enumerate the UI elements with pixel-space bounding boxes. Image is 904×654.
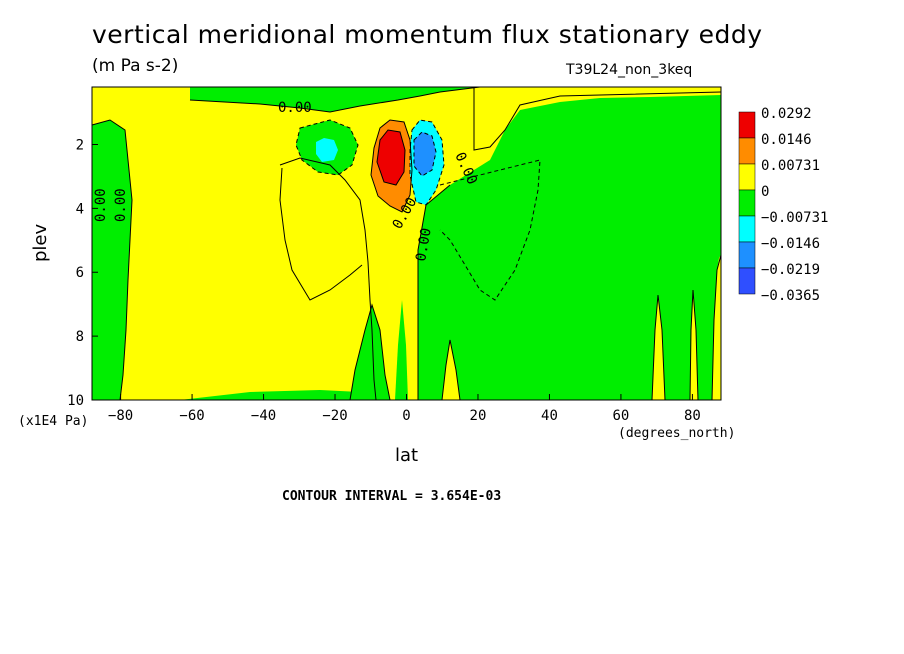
- y-tick-label: 10: [67, 393, 84, 409]
- positive-contour: [279, 167, 363, 301]
- field-region-green: [190, 87, 480, 112]
- legend-label: −0.0219: [761, 262, 820, 278]
- field-region-green: [92, 120, 132, 400]
- legend-swatch: [738, 189, 756, 217]
- color-legend: 0.0292 0.0146 0.00731 0 −0.00731 −0.0146 −0.02…: [738, 106, 828, 304]
- field-region-green: [395, 300, 408, 400]
- legend-swatch: [738, 137, 756, 165]
- positive-contour: [376, 129, 406, 186]
- field-region-yellow: [712, 255, 721, 400]
- legend-label: −0.0146: [761, 236, 820, 252]
- legend-label: 0.00731: [761, 158, 820, 174]
- negative-contour: [413, 131, 437, 177]
- legend-label: 0.0292: [761, 106, 812, 122]
- positive-contour: [189, 86, 481, 113]
- negative-contour: [439, 159, 541, 301]
- legend-label: −0.00731: [761, 210, 828, 226]
- x-axis-label: lat: [395, 445, 419, 466]
- legend-label: 0.0146: [761, 132, 812, 148]
- positive-contour: [473, 87, 722, 151]
- x-tick-label: 0: [402, 408, 410, 424]
- negative-contour: [295, 119, 359, 176]
- positive-contour: [91, 119, 133, 401]
- y-tick-label: 4: [76, 201, 84, 217]
- field-region-red: [377, 130, 405, 185]
- contour-lines: [91, 86, 722, 401]
- legend-swatch: [738, 267, 756, 295]
- contour-field: [92, 87, 721, 400]
- y-tick-label: 8: [76, 329, 84, 345]
- contour-label: 0.00: [113, 188, 129, 222]
- x-tick-label: 80: [684, 408, 701, 424]
- field-region-blue: [414, 132, 436, 176]
- x-tick-label: 40: [541, 408, 558, 424]
- legend-swatch: [738, 163, 756, 191]
- field-region-green: [350, 305, 390, 400]
- positive-contour: [370, 119, 413, 213]
- field-region-green: [418, 95, 721, 400]
- field-region-yellow: [474, 87, 721, 150]
- run-label: T39L24_non_3keq: [566, 62, 693, 78]
- legend-swatch: [738, 241, 756, 269]
- contour-label: 0.00: [93, 188, 109, 222]
- negative-contour: [409, 119, 445, 206]
- positive-contour: [349, 303, 391, 401]
- y-axis-label: plev: [30, 223, 51, 262]
- y-tick-label: 2: [76, 137, 84, 153]
- legend-label: −0.0365: [761, 288, 820, 304]
- y-axis-ticks: 2 4 6 8 10: [67, 137, 98, 409]
- contour-label: 0.00: [413, 227, 435, 263]
- field-region-green: [180, 390, 360, 400]
- field-region-yellow: [652, 295, 665, 400]
- positive-contour: [689, 289, 699, 401]
- field-region-cyan: [316, 138, 338, 162]
- positive-contour: [651, 294, 666, 401]
- chart-units: (m Pa s-2): [92, 56, 179, 76]
- positive-contour: [711, 254, 722, 401]
- legend-swatch: [738, 215, 756, 243]
- positive-contour: [417, 184, 451, 400]
- x-tick-label: −60: [179, 408, 204, 424]
- contour-label: 0.00: [278, 100, 312, 116]
- positive-contour: [441, 339, 461, 401]
- x-tick-label: 20: [470, 408, 487, 424]
- chart-title: vertical meridional momentum flux statio…: [92, 20, 763, 49]
- x-axis-units: (degrees_north): [618, 426, 736, 441]
- legend-swatch: [738, 111, 756, 139]
- legend-label: 0: [761, 184, 769, 200]
- x-tick-label: −40: [251, 408, 276, 424]
- contour-interval: CONTOUR INTERVAL = 3.654E-03: [282, 489, 502, 504]
- x-axis-ticks: −80 −60 −40 −20 0 20 40 60 80: [108, 394, 701, 424]
- field-region-yellow: [442, 340, 460, 400]
- x-tick-label: −80: [108, 408, 133, 424]
- y-axis-units: (x1E4 Pa): [18, 414, 89, 429]
- x-tick-label: −20: [322, 408, 347, 424]
- y-tick-label: 6: [76, 265, 84, 281]
- positive-contour: [279, 157, 377, 401]
- x-tick-label: 60: [613, 408, 630, 424]
